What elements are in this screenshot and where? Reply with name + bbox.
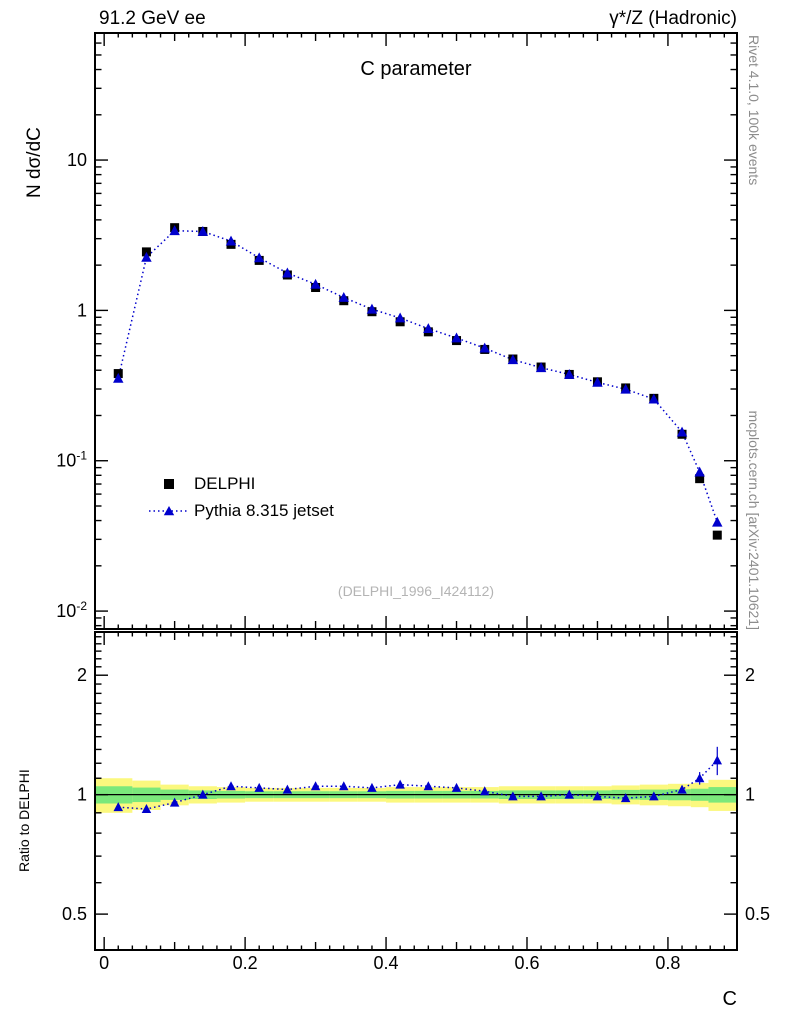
legend: DELPHI Pythia 8.315 jetset [148,470,334,524]
rivet-version-label: Rivet 4.1.0, 100k events [746,35,762,186]
mcplots-credit-label: mcplots.cern.ch [arXiv:2401.10621] [746,410,762,630]
svg-text:10-1: 10-1 [56,449,87,471]
square-marker-icon [148,477,190,491]
beam-energy-label: 91.2 GeV ee [99,8,206,29]
svg-text:2: 2 [745,665,755,685]
svg-text:0: 0 [99,953,109,973]
legend-item-mc: Pythia 8.315 jetset [148,497,334,524]
y-axis-label: N dσ/dC [24,127,45,198]
svg-text:0.5: 0.5 [745,904,770,924]
svg-text:0.8: 0.8 [655,953,680,973]
ratio-axis-label: Ratio to DELPHI [16,769,32,872]
process-label: γ*/Z (Hadronic) [609,8,737,29]
analysis-id-label: (DELPHI_1996_I424112) [337,583,495,599]
svg-text:1: 1 [77,300,87,320]
triangle-line-marker-icon [148,504,190,518]
svg-text:0.5: 0.5 [62,904,87,924]
svg-text:1: 1 [745,785,755,805]
svg-text:0.2: 0.2 [233,953,258,973]
legend-label-mc: Pythia 8.315 jetset [194,500,334,520]
svg-text:0.4: 0.4 [374,953,399,973]
legend-label-data: DELPHI [194,473,256,493]
svg-text:10: 10 [67,150,87,170]
x-axis-label: C [722,988,737,1010]
svg-text:2: 2 [77,665,87,685]
svg-text:1: 1 [77,785,87,805]
plot-title: C parameter [360,58,472,80]
legend-item-data: DELPHI [148,470,334,497]
svg-text:0.6: 0.6 [514,953,539,973]
svg-text:10-2: 10-2 [56,599,87,621]
